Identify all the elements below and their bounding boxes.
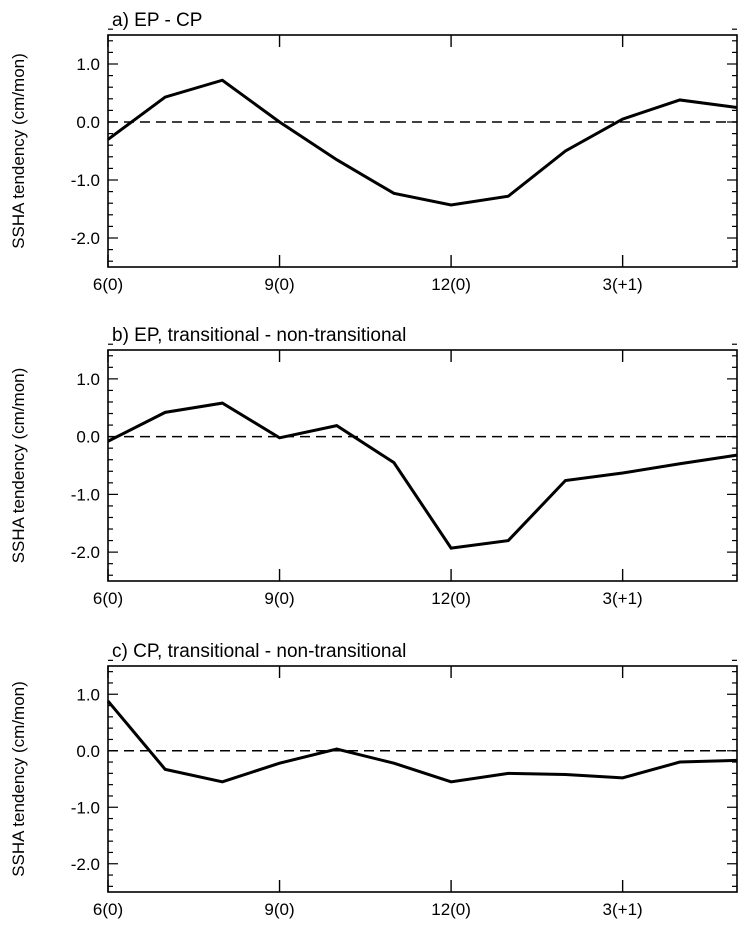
panel-title: b) EP, transitional - non-transitional: [112, 325, 406, 346]
plot-frame: [107, 349, 738, 582]
chart-panel-2: b) EP, transitional - non-transitional 1.…: [9, 325, 738, 608]
x-tick-label: 9(0): [264, 275, 294, 294]
x-tick-label: 3(+1): [603, 900, 643, 919]
y-tick-label: 0.0: [76, 428, 100, 447]
x-tick-label: 12(0): [431, 275, 471, 294]
y-tick-label: -2.0: [71, 229, 100, 248]
series-line: [107, 78, 738, 207]
y-tick-label: 1.0: [76, 685, 100, 704]
y-tick-label: -2.0: [71, 855, 100, 874]
x-tick-label: 3(+1): [603, 589, 643, 608]
y-tick-label: -1.0: [71, 798, 100, 817]
plot-frame: [107, 665, 738, 893]
x-tick-label: 6(0): [93, 589, 123, 608]
y-tick-label: 0.0: [76, 113, 100, 132]
plot-frame: [107, 34, 738, 268]
series-line: [106, 700, 738, 784]
panel-title: a) EP - CP: [112, 10, 202, 31]
y-tick-label: -2.0: [71, 543, 100, 562]
y-tick-label: 1.0: [76, 370, 100, 389]
x-tick-label: 9(0): [264, 589, 294, 608]
x-tick-label: 3(+1): [603, 275, 643, 294]
y-tick-label: 1.0: [76, 55, 100, 74]
y-axis-label: SSHA tendency (cm/mon): [9, 53, 28, 249]
y-tick-label: -1.0: [71, 171, 100, 190]
y-axis-label: SSHA tendency (cm/mon): [9, 368, 28, 564]
chart-panel-1: a) EP - CP 1.0 0.0 -1.0 -2.0 6(0) 9(0) 12(0) 3(+…: [9, 10, 738, 294]
x-tick-label: 12(0): [431, 589, 471, 608]
y-tick-label: 0.0: [76, 742, 100, 761]
x-tick-label: 9(0): [264, 900, 294, 919]
y-tick-label: -1.0: [71, 485, 100, 504]
panel-title: c) CP, transitional - non-transitional: [112, 641, 406, 662]
chart-panel-3: c) CP, transitional - non-transitional 1.…: [9, 641, 738, 919]
x-tick-label: 12(0): [431, 900, 471, 919]
y-axis-label: SSHA tendency (cm/mon): [9, 681, 28, 877]
x-tick-label: 6(0): [93, 275, 123, 294]
x-tick-label: 6(0): [93, 900, 123, 919]
series-line: [107, 401, 738, 550]
